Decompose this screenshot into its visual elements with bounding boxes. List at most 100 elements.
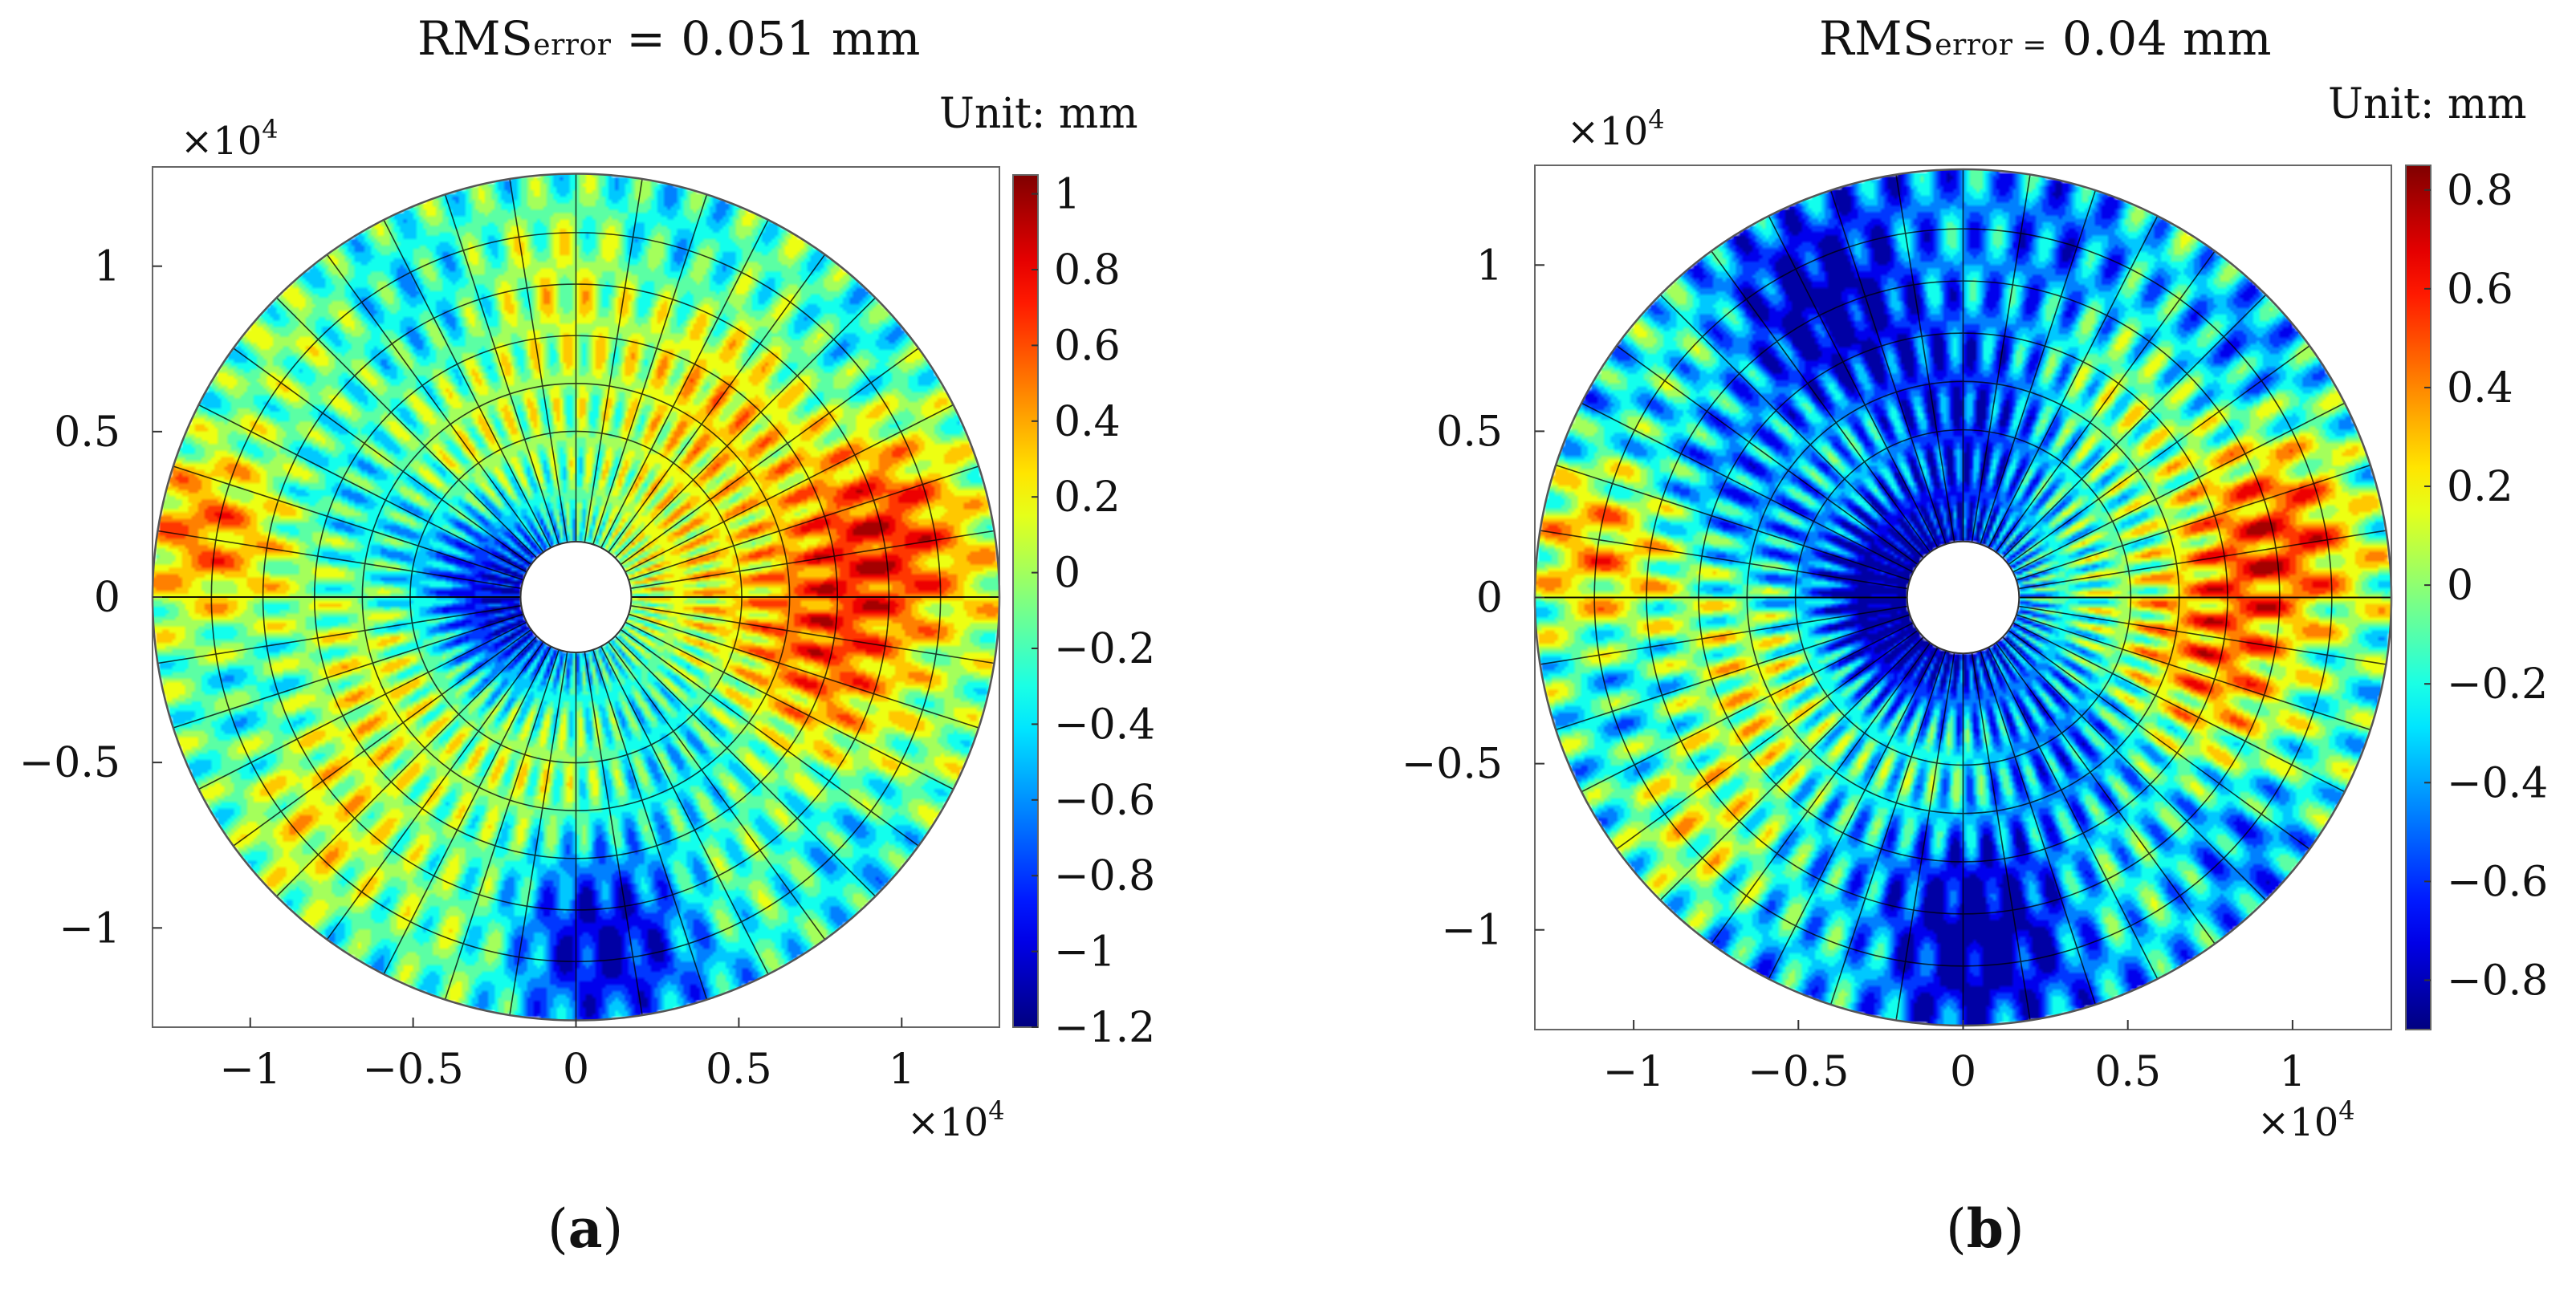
x-scale-label-a: ×104: [907, 1095, 1005, 1145]
mesh-spoke: [275, 636, 538, 897]
mesh-spoke: [1995, 250, 2216, 553]
mesh-spoke: [1711, 250, 1931, 553]
chart-title-a: RMSerror = 0.051 mm: [417, 11, 921, 66]
x-tick-label: 0: [563, 1046, 589, 1094]
colorbar-tick-label: 0.8: [2447, 167, 2513, 215]
mesh-spoke: [625, 621, 954, 790]
mesh-spoke: [620, 347, 919, 566]
mesh-spoke: [198, 621, 527, 790]
y-tick-label: 1: [94, 243, 120, 291]
colorbar-tick-label: 0.4: [1054, 398, 1121, 446]
center-hole: [1906, 540, 2021, 655]
y-tick-label: 0: [1476, 575, 1503, 623]
mesh-spoke: [1980, 189, 2097, 545]
colorbar-tick-label: 0.4: [2447, 364, 2513, 412]
x-tick-label: 0: [1950, 1048, 1976, 1096]
contour-plot-b: −1 −0.5 0 0.5 1 1 0.5 0 −0.5 −1 0.8 0.6 0.4 0.2 0 −0.2 −…: [1402, 165, 2548, 1096]
colorbar-tick-label: 0.2: [2447, 463, 2513, 511]
y-tick-label: 0: [94, 574, 120, 622]
mesh-spoke: [1895, 652, 1955, 1021]
colorbar-tick-label: −1.2: [1054, 1004, 1155, 1052]
mesh-spoke: [1659, 294, 1924, 559]
mesh-spoke: [1540, 530, 1908, 590]
mesh-spoke: [233, 347, 532, 566]
mesh-spoke: [592, 649, 708, 1000]
y-tick-label: −0.5: [1402, 741, 1503, 789]
y-tick-label: 0.5: [54, 408, 120, 457]
chart-title-b: RMSerror = 0.04 mm: [1819, 11, 2273, 66]
mesh-spoke: [444, 649, 560, 1000]
mesh-spoke: [1581, 402, 1914, 573]
x-tick-label: 1: [2279, 1048, 2305, 1096]
mesh-spoke: [614, 297, 877, 559]
x-tick-label: −1: [219, 1046, 281, 1094]
x-tick-label: −0.5: [1748, 1048, 1849, 1096]
colorbar-tick-label: −0.2: [2447, 660, 2548, 709]
mesh-spoke: [444, 194, 560, 545]
colorbar-tick-label: −0.4: [1054, 701, 1155, 749]
mesh-spoke: [620, 628, 919, 847]
mesh-spoke: [157, 530, 522, 589]
mesh-spoke: [628, 613, 979, 729]
colorbar-tick-label: −0.8: [1054, 852, 1155, 900]
mesh-spoke: [608, 641, 826, 941]
mesh-spoke: [584, 178, 643, 542]
center-hole: [519, 541, 633, 653]
mesh-spoke: [630, 530, 995, 589]
mesh-spoke: [275, 297, 538, 559]
mesh-spoke: [326, 641, 544, 941]
colorbar: [1012, 174, 1039, 1028]
mesh-spoke: [2008, 629, 2310, 850]
panel-a: −1 −0.5 0 0.5 1 1 0.5 0 −0.5 −1 1 0.8 0.6 0.4 0.2 0 −0.2…: [19, 11, 1156, 1260]
x-tick-label: −0.5: [362, 1046, 463, 1094]
colorbar-unit-label-a: Unit: mm: [939, 90, 1138, 138]
mesh-spoke: [326, 254, 544, 553]
contour-plot-a: −1 −0.5 0 0.5 1 1 0.5 0 −0.5 −1 1 0.8 0.6 0.4 0.2 0 −0.2…: [19, 166, 1155, 1094]
mesh-spoke: [1829, 650, 1947, 1006]
mesh-spoke: [383, 219, 551, 548]
colorbar-tick-label: −0.4: [2447, 759, 2548, 807]
colorbar-tick-label: −0.8: [2447, 957, 2548, 1005]
y-scale-label-b: ×104: [1567, 104, 1665, 154]
y-scale-label-a: ×104: [181, 114, 279, 164]
mesh-spoke: [2012, 402, 2346, 573]
mesh-spoke: [2008, 345, 2310, 566]
mesh-spoke: [383, 646, 551, 975]
x-tick-label: 1: [889, 1046, 915, 1094]
mesh-spoke: [509, 178, 568, 542]
mesh-spoke: [630, 605, 995, 664]
x-tick-label: −1: [1603, 1048, 1665, 1096]
mesh-spoke: [1581, 622, 1914, 793]
mesh-spoke: [1988, 647, 2159, 980]
mesh-spoke: [614, 636, 877, 897]
panel-caption-a: (a): [547, 1197, 624, 1260]
mesh-spoke: [625, 404, 954, 573]
mesh-spoke: [1616, 345, 1919, 566]
mesh-spoke: [1711, 642, 1931, 945]
mesh-spoke: [173, 613, 524, 729]
mesh-spoke: [2018, 605, 2387, 665]
mesh-spoke: [1659, 636, 1924, 901]
panel-b: −1 −0.5 0 0.5 1 1 0.5 0 −0.5 −1 0.8 0.6 0.4 0.2 0 −0.2 −…: [1288, 0, 2575, 1292]
mesh-spoke: [600, 219, 769, 548]
mesh-spoke: [1895, 174, 1955, 542]
mesh-spoke: [1980, 650, 2097, 1006]
mesh-spoke: [173, 465, 524, 581]
mesh-spoke: [1971, 174, 2031, 542]
mesh-spoke: [1555, 614, 1911, 731]
mesh-spoke: [1768, 215, 1939, 548]
colorbar-tick-label: −0.6: [2447, 858, 2548, 906]
colorbar-tick-label: −1: [1054, 928, 1116, 977]
mesh-spoke: [1995, 642, 2216, 945]
mesh-spoke: [1540, 605, 1908, 665]
x-tick-label: 0.5: [2094, 1048, 2161, 1096]
mesh-spoke: [1555, 464, 1911, 581]
mesh-spoke: [1768, 647, 1939, 980]
y-tick-label: −1: [59, 904, 120, 953]
y-tick-label: 0.5: [1436, 408, 1503, 456]
mesh-spoke: [2002, 294, 2267, 559]
y-tick-label: −0.5: [19, 739, 120, 787]
mesh-spoke: [2002, 636, 2267, 901]
colorbar-tick-label: 0: [2447, 562, 2473, 610]
mesh-spoke: [2012, 622, 2346, 793]
